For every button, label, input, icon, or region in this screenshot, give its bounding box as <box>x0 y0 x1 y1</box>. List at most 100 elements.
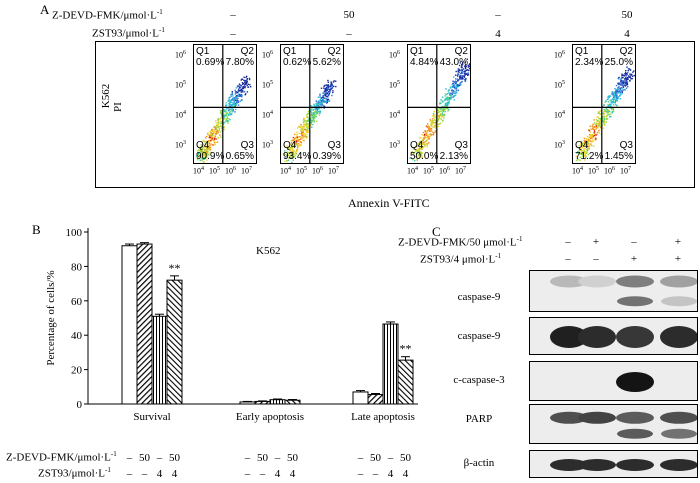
x-tick-label: 105 <box>209 166 220 176</box>
lane-marker: – <box>565 253 571 265</box>
panel-a-cond1-val-1: – <box>230 9 236 21</box>
condition-value: 4 <box>387 468 394 480</box>
y-tick-label: 106 <box>389 50 400 60</box>
panel-b-letter: B <box>32 222 41 237</box>
band <box>578 326 616 348</box>
condition-value: 50 <box>287 452 298 464</box>
condition-value: – <box>372 468 379 480</box>
condition-value: 50 <box>169 452 180 464</box>
band <box>617 296 653 307</box>
x-tick-label: 107 <box>328 166 339 176</box>
q1-value: 0.69% <box>196 57 225 68</box>
y-tick-label: 104 <box>262 110 273 120</box>
condition-value: – <box>126 452 133 464</box>
panel-a-cond1-val-4: 50 <box>621 9 633 21</box>
q4-name: Q4 <box>410 140 424 151</box>
q1-name: Q1 <box>283 46 297 57</box>
flow-plot-2: Q1 0.62% Q2 5.62% Q3 0.39% Q4 93.4% <box>280 44 344 164</box>
q1-name: Q1 <box>575 46 589 57</box>
y-tick-label: 0 <box>77 399 83 411</box>
y-tick-label: 104 <box>389 110 400 120</box>
bar-2-2 <box>382 323 399 405</box>
band <box>550 275 588 288</box>
q2-name: Q2 <box>619 46 633 57</box>
x-tick-label: 106 <box>225 166 236 176</box>
bar-1-1 <box>254 400 271 405</box>
y-tick-label: 103 <box>175 140 186 150</box>
bar-2-3 <box>397 359 414 405</box>
band <box>661 428 697 439</box>
flow-plot-1: Q1 0.69% Q2 7.80% Q3 0.65% Q4 90.9% <box>193 44 257 164</box>
y-tick-label: 105 <box>389 80 400 90</box>
bar-0-1 <box>136 243 153 405</box>
q4-value: 50.0% <box>410 151 439 162</box>
x-tick-label: 105 <box>296 166 307 176</box>
bar-2-0 <box>352 391 369 405</box>
condition-value: – <box>259 468 266 480</box>
band <box>616 459 654 471</box>
y-tick-label: 100 <box>66 227 83 239</box>
significance-marker: ** <box>169 261 181 275</box>
q1-value: 4.84% <box>410 57 439 68</box>
panel-c-condition-1-label: Z-DEVD-FMK/50 μmol·L-1 <box>398 235 523 249</box>
band <box>660 275 697 288</box>
q2-name: Q2 <box>240 46 254 57</box>
y-tick-label: 106 <box>262 50 273 60</box>
blot-bands-4 <box>530 405 697 443</box>
x-tick-label: 106 <box>439 166 450 176</box>
q3-value: 1.45% <box>604 151 633 162</box>
q1-value: 0.62% <box>283 57 312 68</box>
condition-value: 50 <box>370 452 381 464</box>
blot-1 <box>529 270 698 312</box>
blot-2 <box>529 317 698 355</box>
bar-0-2 <box>151 315 168 405</box>
panel-b-condition-1-label: Z-DEVD-FMK/μmol·L-1 <box>6 450 117 464</box>
blot-4 <box>529 404 698 444</box>
panel-a-cond2-val-3: 4 <box>495 28 501 40</box>
blot-label-4: PARP <box>465 413 493 425</box>
q2-name: Q2 <box>327 46 341 57</box>
band <box>616 326 654 348</box>
q4-name: Q4 <box>575 140 589 151</box>
significance-marker: ** <box>400 342 412 356</box>
condition-value: – <box>244 452 251 464</box>
y-tick-label: 103 <box>389 140 400 150</box>
condition-value: – <box>156 452 163 464</box>
x-tick-label: 105 <box>588 166 599 176</box>
category-label: Early apoptosis <box>236 411 304 423</box>
panel-a-condition-2-label: ZST93/μmol·L-1 <box>92 26 165 40</box>
lane-marker: – <box>593 253 599 265</box>
panel-a-cond2-val-1: – <box>230 28 236 40</box>
condition-value: 4 <box>289 468 296 480</box>
blot-bands-1 <box>530 271 697 311</box>
band <box>578 411 616 424</box>
y-tick-label: 40 <box>71 330 83 342</box>
q2-value: 7.80% <box>225 57 254 68</box>
band <box>660 411 697 424</box>
condition-value: – <box>141 468 148 480</box>
chart-title: K562 <box>256 245 280 257</box>
q1-name: Q1 <box>410 46 424 57</box>
bar-1-0 <box>239 401 256 405</box>
panel-a-cell-line: K562 <box>100 83 112 109</box>
band <box>550 326 588 348</box>
band <box>660 459 697 471</box>
q4-name: Q4 <box>283 140 297 151</box>
q3-name: Q3 <box>619 140 633 151</box>
q1-name: Q1 <box>196 46 210 57</box>
q2-value: 25.0% <box>604 57 633 68</box>
x-tick-label: 107 <box>455 166 466 176</box>
y-tick-label: 104 <box>554 110 565 120</box>
y-tick-label: 105 <box>554 80 565 90</box>
panel-c-condition-2-label: ZST93/4 μmol·L-1 <box>420 252 502 266</box>
flow-density-2 <box>281 45 343 163</box>
flow-plot-4: Q1 2.34% Q2 25.0% Q3 1.45% Q4 71.2% <box>572 44 636 164</box>
blot-5 <box>529 450 698 478</box>
blot-bands-5 <box>530 451 697 477</box>
panel-a-cond1-val-3: – <box>495 9 501 21</box>
q3-value: 0.39% <box>312 151 341 162</box>
panel-a-cond1-val-2: 50 <box>343 9 355 21</box>
q3-name: Q3 <box>327 140 341 151</box>
x-tick-label: 106 <box>312 166 323 176</box>
lane-marker: + <box>592 236 600 248</box>
